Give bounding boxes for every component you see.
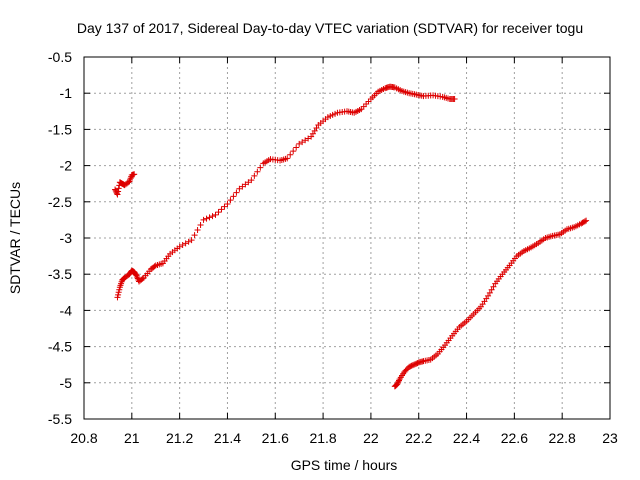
data-point (191, 232, 198, 239)
data-point (486, 289, 493, 296)
x-tick-label: 22.8 (549, 430, 576, 446)
data-point (203, 215, 210, 222)
x-tick-label: 21.6 (262, 430, 289, 446)
data-point (488, 286, 495, 293)
data-point (583, 217, 590, 224)
y-tick-label: -4.5 (48, 339, 72, 355)
data-point (221, 203, 228, 210)
data-point (257, 164, 264, 171)
series-early-cluster (112, 171, 138, 198)
y-axis-label: SDTVAR / TECUs (7, 182, 23, 294)
data-point (233, 189, 240, 196)
data-point (116, 286, 123, 293)
x-tick-label: 21.4 (214, 430, 241, 446)
data-point (115, 289, 122, 296)
y-tick-label: -1 (60, 85, 73, 101)
x-tick-label: 22 (363, 430, 379, 446)
data-point (114, 191, 121, 198)
y-tick-label: -1.5 (48, 121, 72, 137)
data-point (394, 379, 401, 386)
data-point (215, 209, 222, 216)
y-tick-label: -0.5 (48, 49, 72, 65)
series-late-rise (391, 217, 590, 390)
data-point (284, 155, 291, 162)
y-tick-label: -5 (60, 375, 73, 391)
data-point (395, 378, 402, 385)
x-tick-label: 23 (602, 430, 618, 446)
data-point (197, 221, 204, 228)
y-tick-label: -3.5 (48, 266, 72, 282)
data-point (581, 218, 588, 225)
data-point (114, 294, 121, 301)
data-point (209, 213, 216, 220)
data-point (293, 144, 300, 151)
axis-ticks: 20.8 21 21.2 21.4 21.6 21.8 22 22.2 22.4 22.6 22.8… (48, 49, 618, 446)
data-point (451, 95, 458, 102)
series-rising-arc (114, 83, 458, 301)
data-point (485, 292, 492, 299)
data-point (206, 214, 213, 221)
data-point (227, 197, 234, 204)
data-point (287, 151, 294, 158)
x-tick-label: 21.8 (309, 430, 336, 446)
data-points (112, 83, 590, 390)
data-point (133, 272, 140, 279)
data-point (230, 193, 237, 200)
data-point (115, 185, 122, 192)
data-point (200, 216, 207, 223)
data-point (115, 291, 122, 298)
x-axis-label: GPS time / hours (291, 457, 398, 473)
y-tick-label: -4 (60, 302, 73, 318)
y-tick-label: -3 (60, 230, 73, 246)
y-tick-label: -2 (60, 158, 73, 174)
data-point (224, 200, 231, 207)
x-tick-label: 21.2 (166, 430, 193, 446)
x-tick-label: 20.8 (70, 430, 97, 446)
data-point (134, 274, 141, 281)
data-point (290, 148, 297, 155)
data-point (139, 275, 146, 282)
data-point (248, 177, 255, 184)
y-tick-label: -5.5 (48, 411, 72, 427)
data-point (194, 227, 201, 234)
x-tick-label: 22.2 (405, 430, 432, 446)
data-point (212, 211, 219, 218)
data-point (218, 206, 225, 213)
data-point (396, 377, 403, 384)
x-tick-label: 22.4 (453, 430, 480, 446)
data-point (394, 381, 401, 388)
data-point (251, 172, 258, 179)
chart-title: Day 137 of 2017, Sidereal Day-to-day VTE… (77, 20, 583, 36)
data-point (115, 188, 122, 195)
x-tick-label: 21 (124, 430, 140, 446)
y-tick-label: -2.5 (48, 194, 72, 210)
grid-lines (84, 57, 610, 419)
data-point (131, 171, 138, 178)
data-point (151, 263, 158, 270)
data-point (490, 283, 497, 290)
data-point (188, 237, 195, 244)
x-tick-label: 22.6 (501, 430, 528, 446)
data-point (254, 168, 261, 175)
